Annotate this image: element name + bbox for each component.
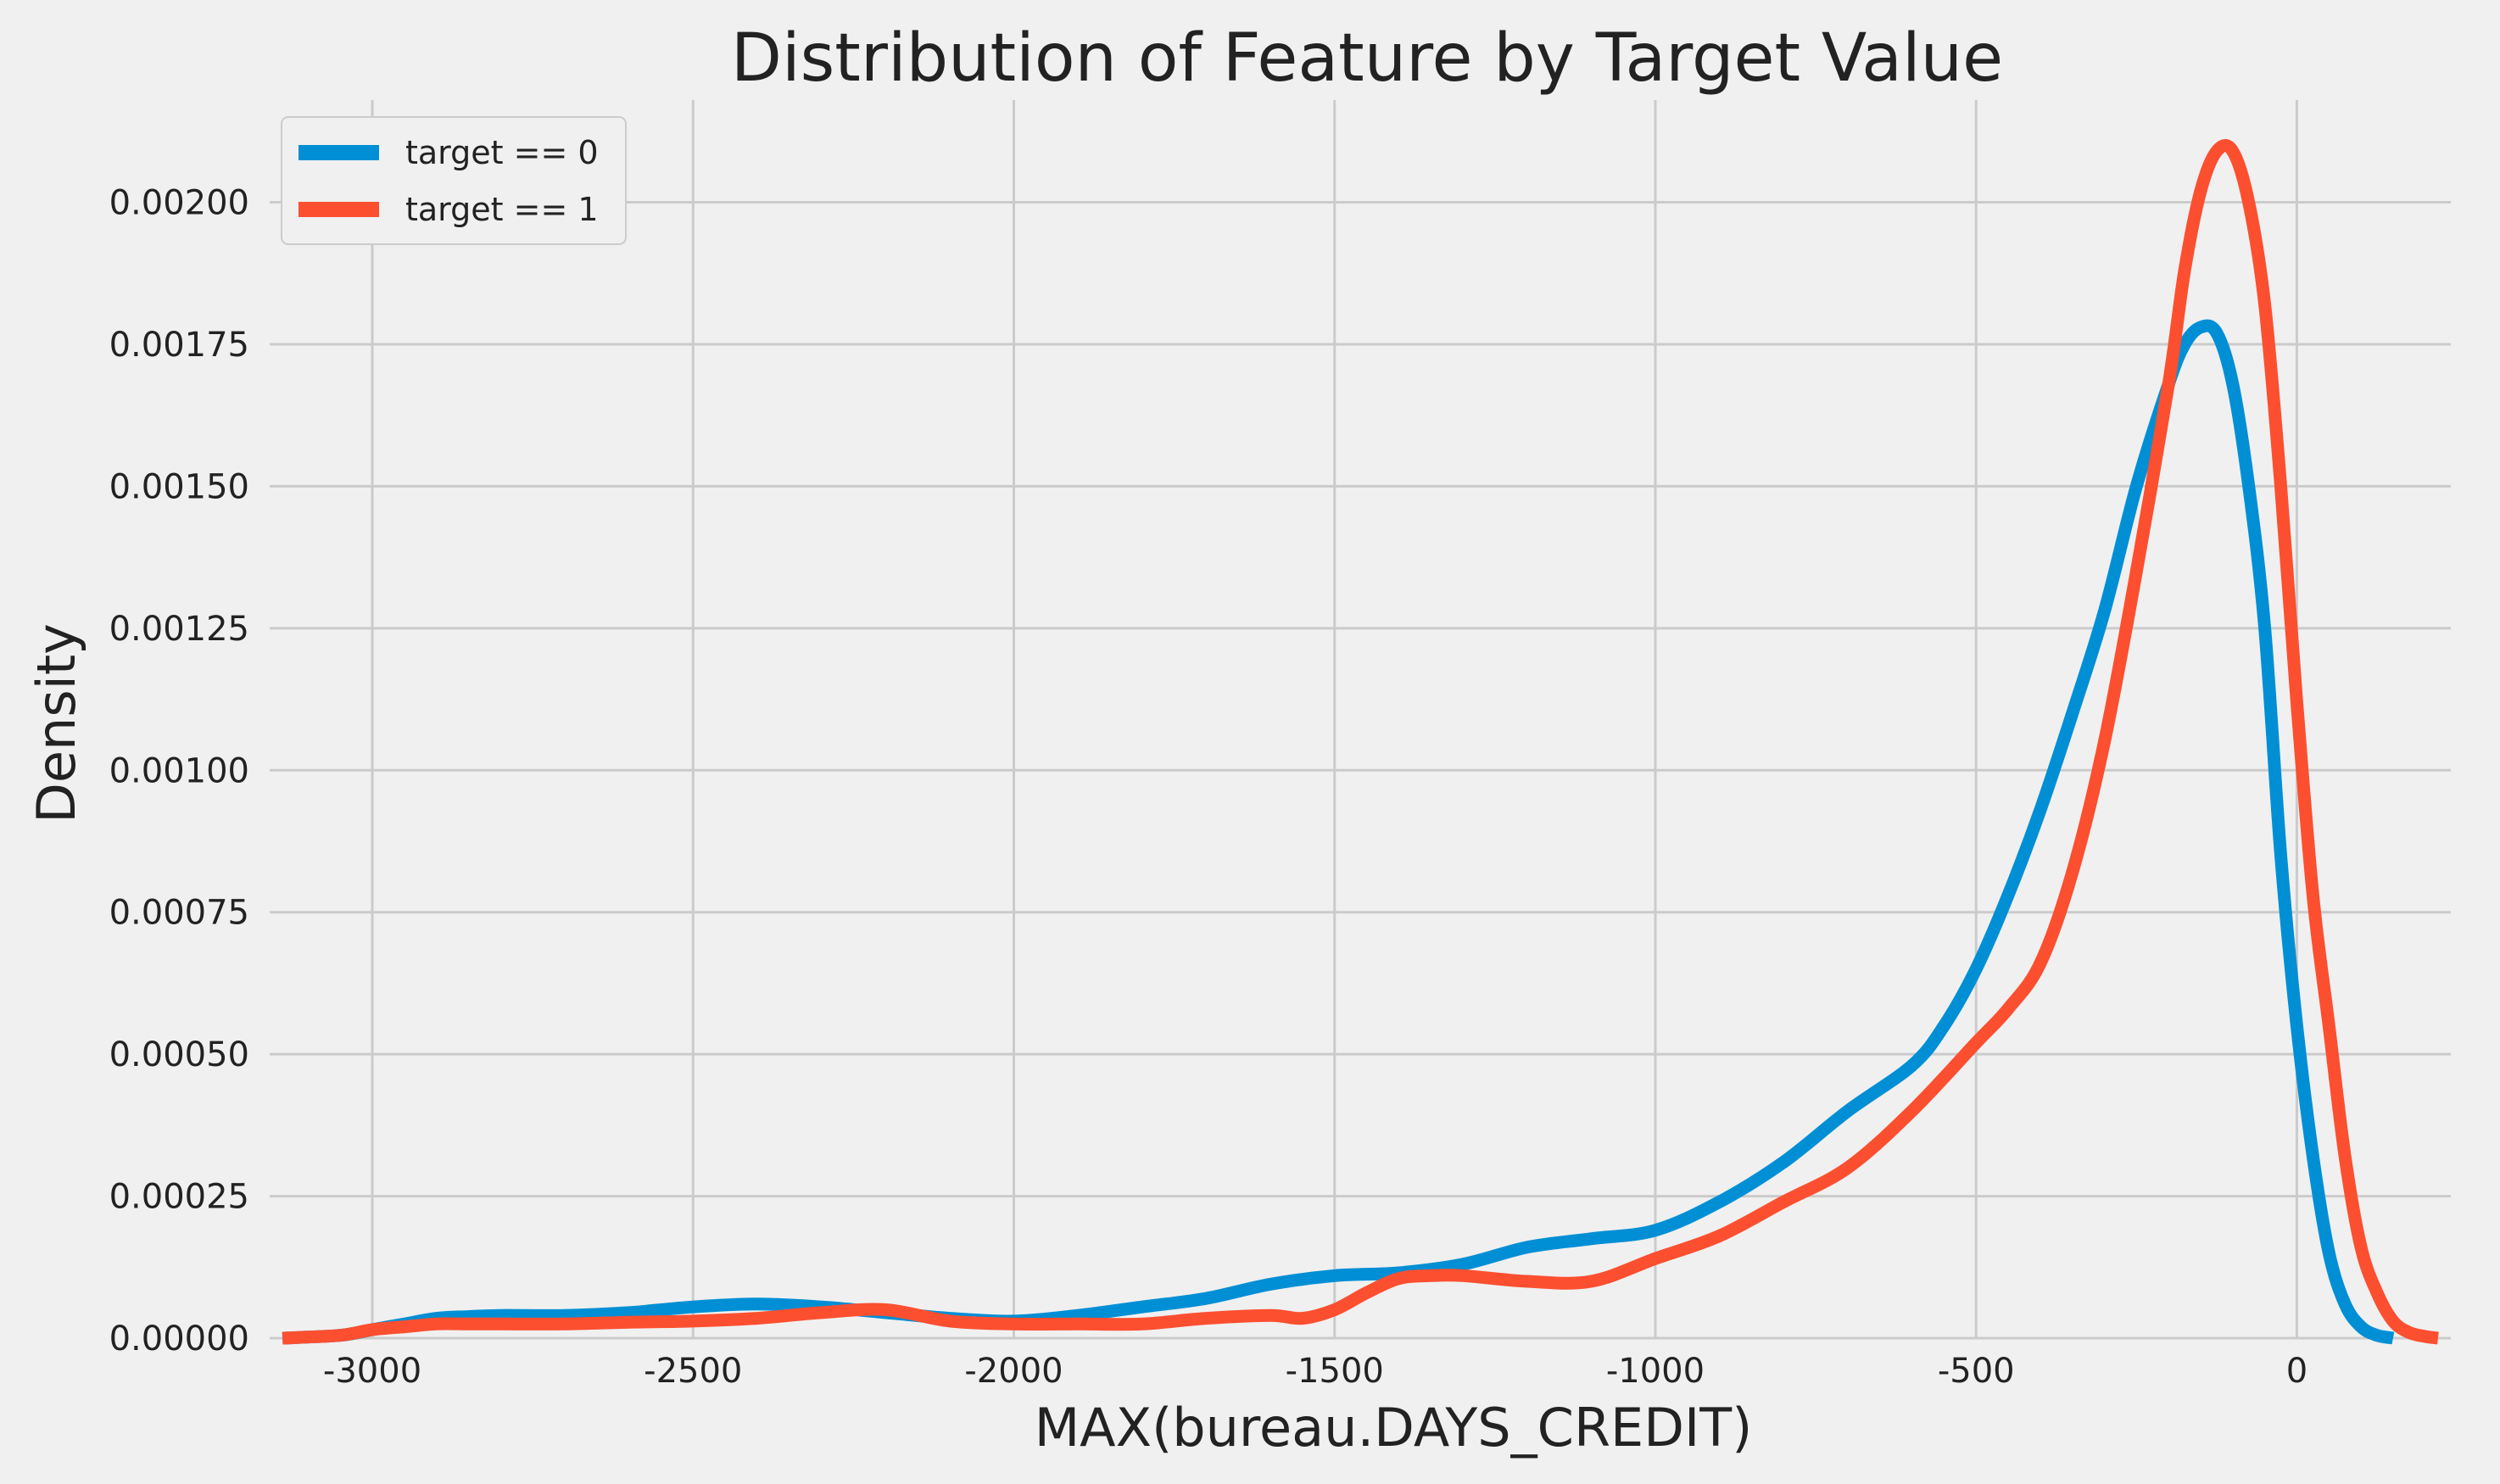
- x-tick-label: -500: [1938, 1352, 2015, 1391]
- x-axis-label: MAX(bureau.DAYS_CREDIT): [1035, 1397, 1753, 1459]
- y-tick-label: 0.00175: [109, 326, 249, 365]
- y-tick-label: 0.00075: [109, 894, 249, 933]
- x-tick-label: -1000: [1606, 1352, 1705, 1391]
- legend-label-target-1: target == 1: [405, 191, 599, 228]
- series-line-target-0: [282, 319, 2395, 1345]
- x-tick-label: -2500: [644, 1352, 742, 1391]
- x-tick-label: -1500: [1286, 1352, 1384, 1391]
- y-tick-label: 0.00000: [109, 1319, 249, 1358]
- y-tick-label: 0.00050: [109, 1035, 249, 1074]
- y-tick-label: 0.00125: [109, 610, 249, 649]
- y-tick-label: 0.00025: [109, 1178, 249, 1217]
- y-axis-label: Density: [25, 623, 87, 823]
- x-tick-label: 0: [2286, 1352, 2307, 1391]
- x-tick-label: -3000: [323, 1352, 421, 1391]
- chart-title: Distribution of Feature by Target Value: [731, 20, 2003, 97]
- legend-label-target-0: target == 0: [405, 134, 599, 171]
- y-tick-label: 0.00150: [109, 467, 249, 506]
- grid-layer: [270, 100, 2451, 1340]
- tick-layer: -3000 -2500 -2000 -1500 -1000 -500 0 0.00000 0.0…: [109, 184, 2308, 1391]
- legend: target == 0 target == 1: [281, 116, 627, 245]
- y-tick-label: 0.00200: [109, 184, 249, 223]
- y-tick-label: 0.00100: [109, 751, 249, 790]
- lines-layer: [282, 139, 2439, 1345]
- x-tick-label: -2000: [964, 1352, 1063, 1391]
- series-line-target-1: [282, 139, 2439, 1345]
